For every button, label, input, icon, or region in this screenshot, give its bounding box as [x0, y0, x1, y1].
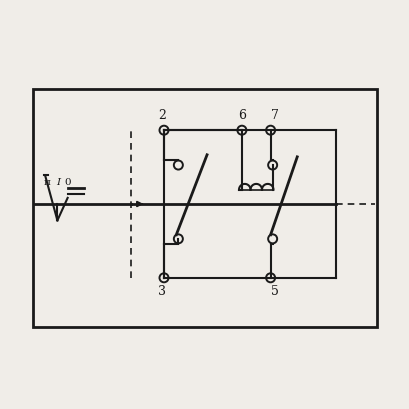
Text: I: I — [56, 178, 61, 187]
Text: 7: 7 — [270, 109, 278, 121]
Text: 6: 6 — [237, 109, 245, 121]
Bar — [33, 90, 376, 327]
Text: π: π — [44, 178, 50, 187]
Text: 5: 5 — [270, 285, 278, 297]
Text: 2: 2 — [157, 109, 166, 121]
Text: 3: 3 — [157, 285, 166, 297]
Text: 0: 0 — [64, 178, 71, 187]
